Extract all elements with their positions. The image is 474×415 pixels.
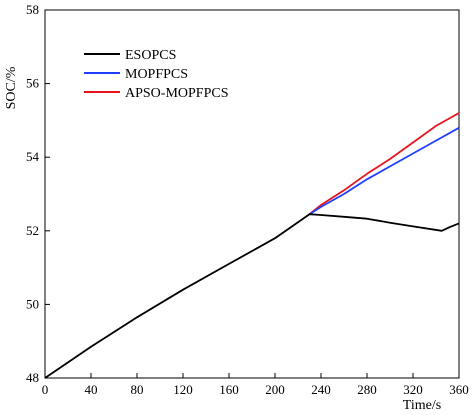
y-tick-label: 56 bbox=[26, 76, 40, 91]
series-line-apso-mopfpcs bbox=[308, 112, 460, 215]
series-line-mopfpcs bbox=[309, 127, 460, 215]
y-axis-label: SOC/% bbox=[4, 66, 19, 109]
y-tick-label: 58 bbox=[26, 2, 39, 17]
plot-frame bbox=[44, 9, 460, 379]
y-tick-label: 50 bbox=[26, 296, 39, 311]
x-tick-label: 240 bbox=[311, 382, 331, 397]
x-axis-ticks: 0 40 80 120 160 200 240 280 320 360 bbox=[42, 373, 469, 397]
x-tick-label: 280 bbox=[357, 382, 377, 397]
legend-label: MOPFPCS bbox=[125, 67, 188, 82]
x-tick-label: 320 bbox=[403, 382, 423, 397]
y-axis-ticks: 48 50 52 54 56 58 bbox=[26, 2, 50, 385]
legend: ESOPCS MOPFPCS APSO-MOPFPCS bbox=[84, 48, 229, 101]
x-tick-label: 40 bbox=[85, 382, 98, 397]
legend-label: ESOPCS bbox=[125, 48, 176, 63]
y-tick-label: 54 bbox=[26, 149, 40, 164]
legend-label: APSO-MOPFPCS bbox=[125, 86, 229, 101]
x-axis-label: Time/s bbox=[403, 398, 441, 413]
x-tick-label: 200 bbox=[265, 382, 285, 397]
x-tick-label: 80 bbox=[131, 382, 144, 397]
x-tick-label: 0 bbox=[42, 382, 49, 397]
series-line-esopcs bbox=[44, 213, 460, 379]
y-tick-label: 48 bbox=[26, 370, 39, 385]
x-tick-label: 120 bbox=[173, 382, 193, 397]
x-tick-label: 360 bbox=[449, 382, 469, 397]
series-lines bbox=[44, 112, 460, 379]
x-tick-label: 160 bbox=[219, 382, 239, 397]
y-tick-label: 52 bbox=[26, 223, 39, 238]
